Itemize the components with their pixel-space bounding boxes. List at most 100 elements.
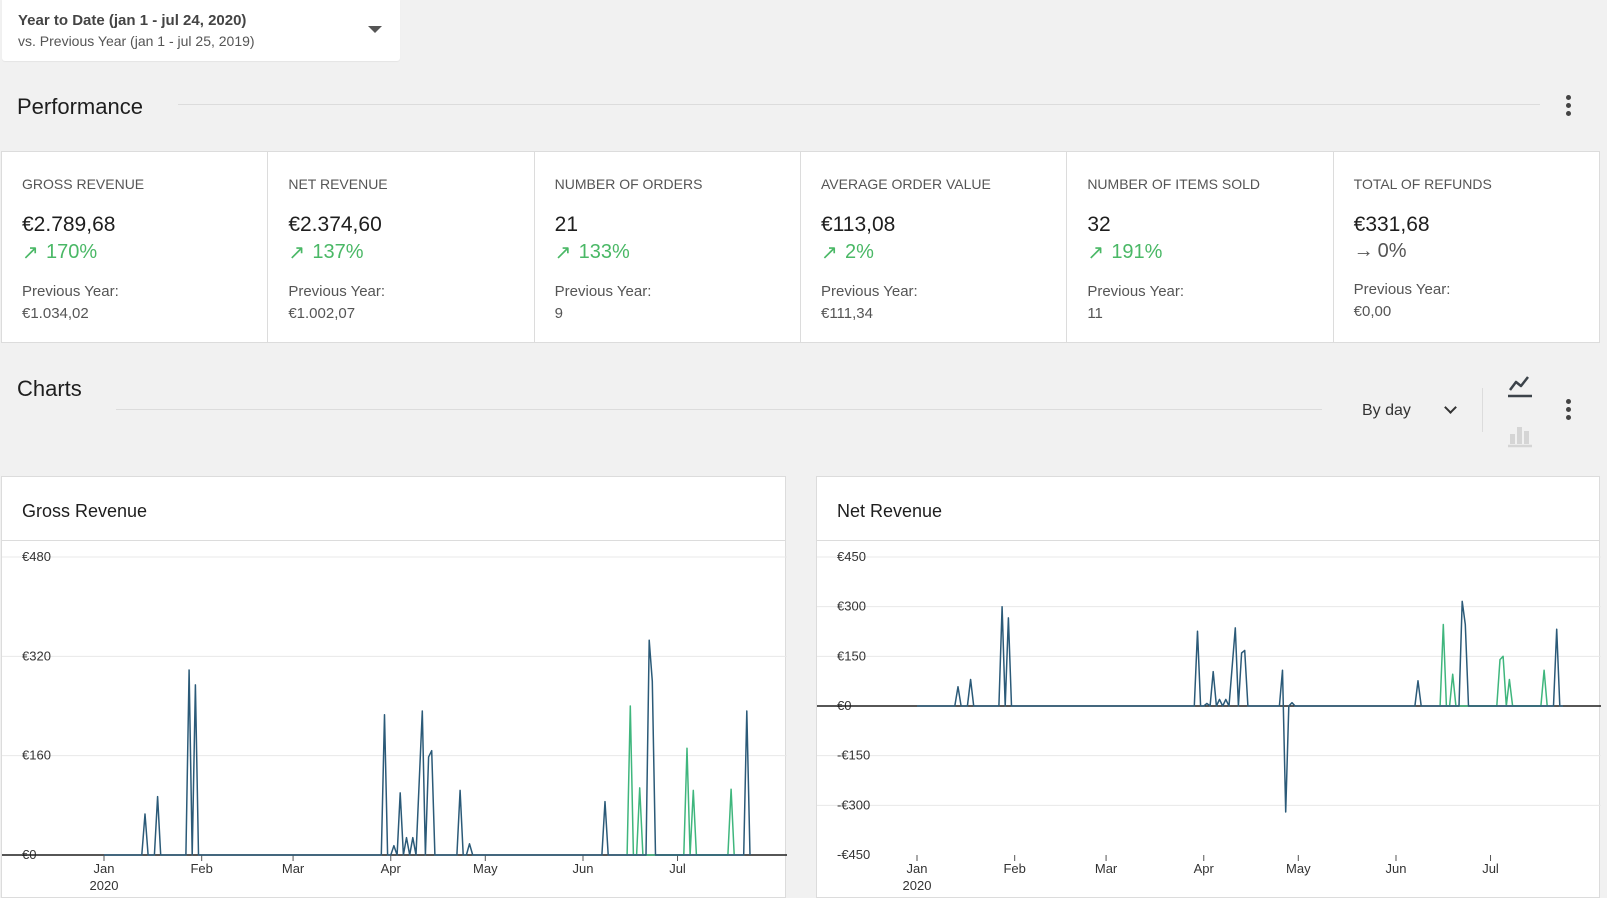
x-tick-label: Jan [94, 861, 115, 876]
perf-delta-value: 0% [1377, 240, 1407, 262]
x-tick-label: May [1286, 861, 1311, 876]
charts-more-icon[interactable] [1564, 399, 1572, 425]
y-tick-label: €300 [837, 599, 866, 614]
perf-prev-value: 11 [1087, 305, 1103, 322]
bar-chart-icon[interactable] [1506, 422, 1534, 448]
x-tick-label: Mar [1095, 861, 1118, 876]
x-tick-label: Feb [190, 861, 212, 876]
y-tick-label: -€300 [837, 797, 870, 812]
perf-delta-value: 137% [312, 241, 364, 263]
perf-prev-value: €111,34 [820, 305, 873, 322]
chart-header-divider [817, 540, 1599, 541]
arrow-up-right-icon: ↗ [1087, 242, 1105, 264]
performance-divider [178, 104, 1540, 105]
x-tick-label: Apr [381, 861, 402, 876]
toolbar-divider [1482, 388, 1483, 432]
y-tick-label: €480 [22, 549, 51, 564]
interval-select[interactable]: By day [1362, 402, 1411, 419]
perf-delta-value: 170% [46, 241, 98, 263]
y-tick-label: -€150 [837, 748, 870, 763]
perf-card-net-revenue[interactable]: NET REVENUE €2.374,60 ↗ 137% Previous Yea… [268, 152, 535, 342]
perf-prev-label: Previous Year: [554, 283, 652, 300]
perf-delta-value: 2% [844, 241, 874, 263]
date-range-secondary: vs. Previous Year (jan 1 - jul 25, 2019) [18, 33, 255, 49]
perf-delta-value: 191% [1111, 241, 1163, 263]
perf-delta: → 0% [1354, 240, 1579, 263]
perf-label: TOTAL OF REFUNDS [1353, 176, 1492, 192]
perf-prev-value: €1.034,02 [22, 305, 89, 322]
perf-prev-label: Previous Year: [820, 283, 918, 300]
perf-label: AVERAGE ORDER VALUE [820, 176, 991, 192]
y-tick-label: €160 [22, 748, 51, 763]
series-line [917, 600, 1563, 813]
chart-title: Gross Revenue [22, 501, 148, 521]
x-tick-label: Feb [1003, 861, 1025, 876]
perf-prev-value: €0,00 [1353, 303, 1392, 320]
perf-value: €2.374,60 [288, 213, 382, 236]
line-chart-icon[interactable] [1506, 372, 1534, 398]
perf-card-average-order-value[interactable]: AVERAGE ORDER VALUE €113,08 ↗ 2% Previous… [801, 152, 1068, 342]
arrow-up-right-icon: ↗ [820, 242, 838, 264]
chart-header-divider [2, 540, 785, 541]
chart-title: Net Revenue [837, 501, 943, 521]
caret-down-icon[interactable] [368, 26, 382, 33]
y-tick-label: €450 [837, 549, 866, 564]
perf-label: GROSS REVENUE [22, 176, 145, 192]
perf-delta: ↗ 137% [288, 240, 513, 265]
perf-prev-label: Previous Year: [288, 283, 386, 300]
perf-value: 32 [1087, 213, 1111, 236]
x-tick-label: Jan [907, 861, 928, 876]
x-tick-year: 2020 [90, 878, 119, 893]
x-tick-label: Jul [1482, 861, 1499, 876]
perf-label: NUMBER OF ITEMS SOLD [1087, 176, 1260, 192]
arrow-up-right-icon: ↗ [554, 242, 572, 264]
perf-card-gross-revenue[interactable]: GROSS REVENUE €2.789,68 ↗ 170% Previous Y… [2, 152, 269, 342]
perf-prev-value: 9 [554, 305, 563, 322]
chevron-down-icon[interactable] [1444, 401, 1457, 414]
perf-prev-label: Previous Year: [22, 283, 119, 300]
perf-label: NET REVENUE [288, 176, 388, 192]
perf-delta: ↗ 133% [555, 240, 780, 265]
perf-prev-label: Previous Year: [1087, 283, 1185, 300]
perf-delta: ↗ 191% [1087, 240, 1312, 265]
perf-prev-label: Previous Year: [1353, 281, 1451, 298]
x-tick-label: May [473, 861, 498, 876]
date-range-picker[interactable]: Year to Date (jan 1 - jul 24, 2020) vs. … [2, 0, 400, 61]
x-tick-label: Jul [669, 861, 686, 876]
performance-title: Performance [17, 94, 143, 119]
perf-value: 21 [554, 213, 579, 236]
performance-cards: GROSS REVENUE €2.789,68 ↗ 170% Previous Y… [1, 151, 1600, 343]
performance-more-icon[interactable] [1564, 95, 1572, 121]
y-tick-label: -€450 [837, 847, 870, 862]
perf-delta: ↗ 170% [22, 240, 247, 265]
arrow-right-icon: → [1353, 240, 1374, 262]
perf-card-number-of-orders[interactable]: NUMBER OF ORDERS 21 ↗ 133% Previous Year:… [535, 152, 801, 342]
perf-label: NUMBER OF ORDERS [554, 176, 703, 192]
y-tick-label: €150 [837, 648, 866, 663]
x-tick-label: Jun [573, 861, 594, 876]
series-line [104, 639, 751, 856]
perf-card-number-of-items-sold[interactable]: NUMBER OF ITEMS SOLD 32 ↗ 191% Previous Y… [1067, 152, 1334, 342]
series-line [626, 705, 735, 856]
perf-value: €2.789,68 [22, 213, 116, 236]
series-line [1439, 623, 1548, 707]
x-tick-year: 2020 [903, 878, 932, 893]
perf-value: €113,08 [820, 213, 896, 236]
perf-prev-value: €1.002,07 [288, 305, 356, 322]
arrow-up-right-icon: ↗ [22, 242, 39, 264]
perf-value: €331,68 [1353, 213, 1430, 236]
arrow-up-right-icon: ↗ [288, 242, 306, 264]
charts-divider [116, 409, 1322, 410]
charts-title: Charts [17, 376, 82, 401]
y-tick-label: €320 [22, 648, 51, 663]
gross-revenue-chart-card: Gross Revenue €480 €320 €160 €0 Jan Feb Mar Apr… [1, 476, 787, 898]
perf-card-total-of-refunds[interactable]: TOTAL OF REFUNDS €331,68 → 0% Previous Ye… [1334, 152, 1599, 342]
x-tick-label: Jun [1386, 861, 1407, 876]
net-revenue-chart-card: Net Revenue €450 €300 €150 €0 -€150 -€300 -€45… [816, 476, 1601, 898]
x-tick-label: Mar [282, 861, 305, 876]
perf-delta: ↗ 2% [821, 240, 1046, 265]
date-range-primary: Year to Date (jan 1 - jul 24, 2020) [18, 12, 247, 29]
x-tick-label: Apr [1194, 861, 1215, 876]
